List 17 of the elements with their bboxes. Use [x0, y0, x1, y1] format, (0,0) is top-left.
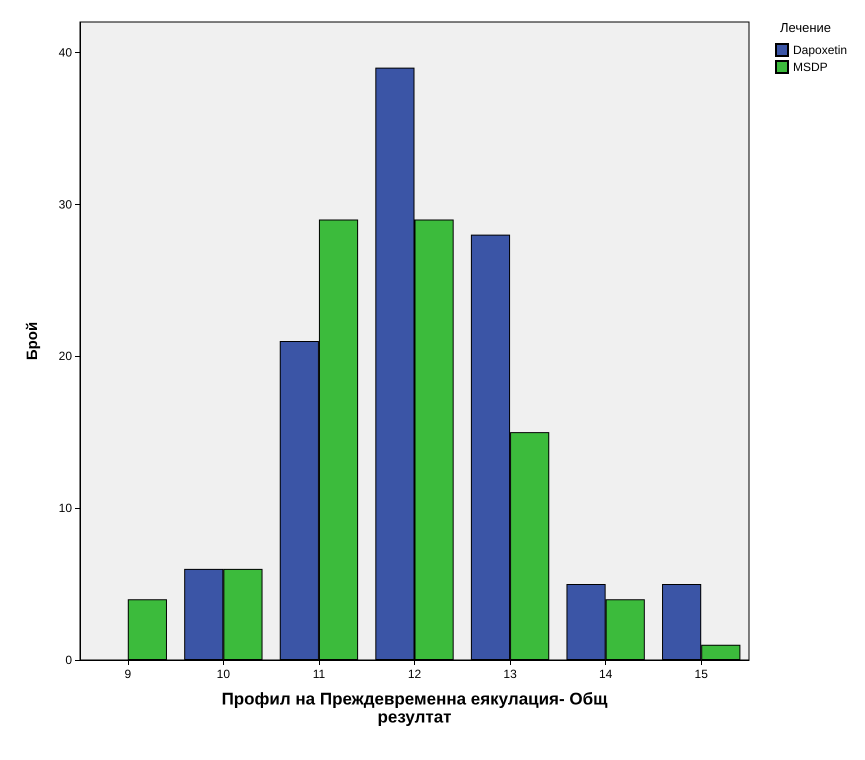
- y-tick-label: 30: [58, 197, 72, 212]
- x-tick-label: 10: [216, 667, 230, 681]
- x-tick-label: 9: [124, 667, 132, 681]
- y-tick-label: 40: [58, 45, 72, 60]
- legend-title: Лечение: [780, 20, 832, 35]
- y-axis-title: Брой: [24, 322, 41, 360]
- legend-label: Dapoxetin: [793, 43, 848, 57]
- legend-label: MSDP: [793, 60, 828, 74]
- y-tick-label: 10: [58, 501, 72, 516]
- x-tick-label: 14: [598, 667, 613, 681]
- x-tick-label: 12: [408, 667, 422, 681]
- x-tick-label: 15: [694, 667, 708, 681]
- x-tick-label: 13: [503, 667, 518, 681]
- x-axis-title: Профил на Преждевременна еякулация- Общ резултат: [222, 690, 608, 726]
- x-tick-label: 11: [312, 667, 326, 681]
- y-tick-label: 20: [58, 349, 72, 364]
- y-tick-label: 0: [65, 653, 72, 667]
